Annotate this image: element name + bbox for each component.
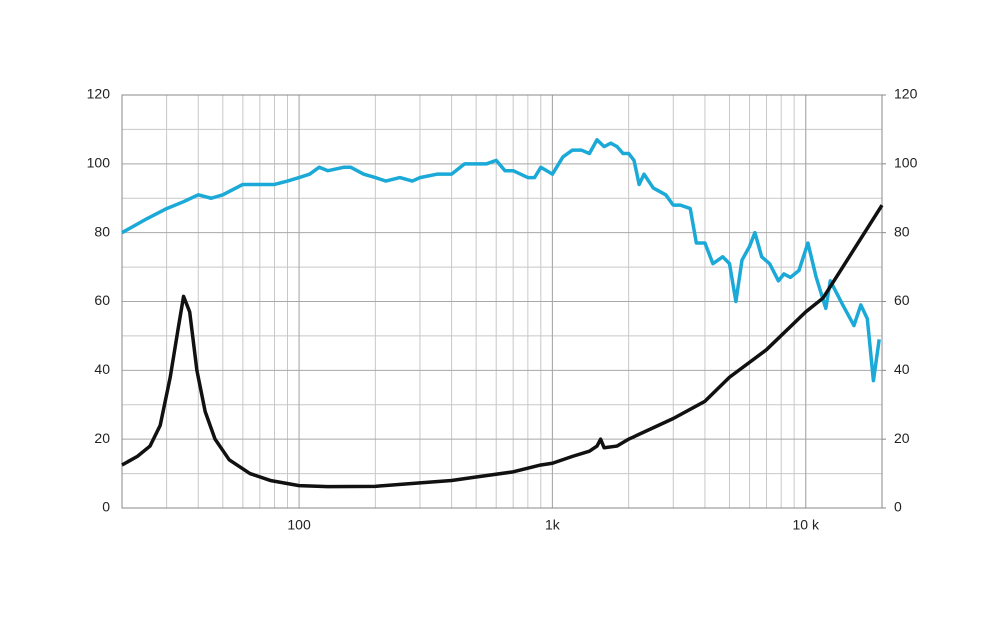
x-tick-label: 10 k [793, 517, 820, 533]
plot-frame [121, 94, 883, 509]
y2-tick-label: 0 [894, 499, 902, 515]
y-tick-label: 100 [87, 155, 111, 171]
y2-tick-label: 80 [894, 223, 910, 239]
y-tick-label: 0 [102, 499, 110, 515]
series-line [121, 204, 884, 489]
y-tick-label: 20 [94, 430, 110, 446]
y-tick-label: 60 [94, 292, 110, 308]
x-tick-label: 1k [545, 517, 561, 533]
y2-tick-label: 20 [894, 430, 910, 446]
y2-tick-label: 120 [894, 86, 918, 102]
series-line [121, 137, 881, 383]
x-tick-label: 100 [287, 517, 311, 533]
y-tick-label: 40 [94, 361, 110, 377]
y2-tick-label: 60 [894, 292, 910, 308]
y2-tick-label: 100 [894, 155, 918, 171]
y-tick-label: 120 [87, 86, 111, 102]
y2-tick-label: 40 [894, 361, 910, 377]
y-tick-label: 80 [94, 223, 110, 239]
